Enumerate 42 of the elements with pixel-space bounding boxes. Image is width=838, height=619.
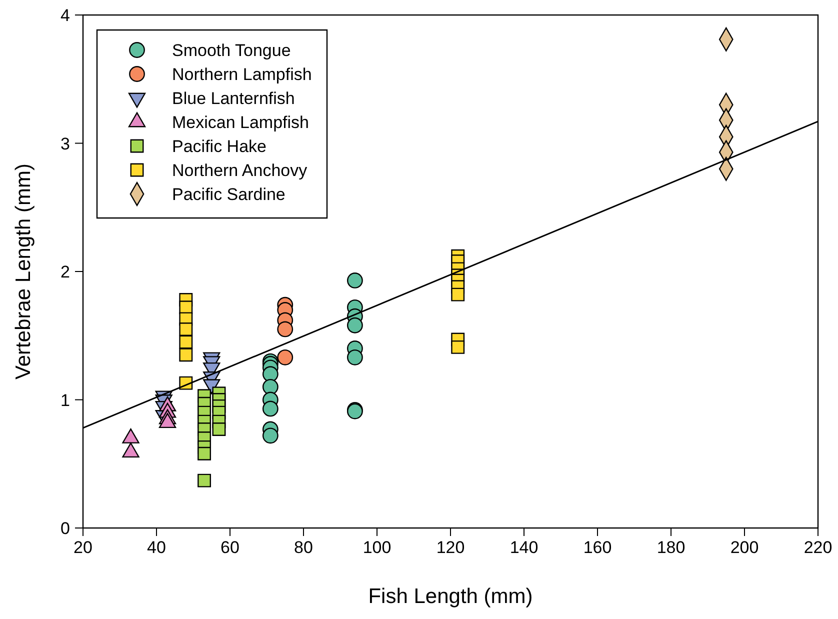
x-tick-label: 160 bbox=[583, 538, 612, 557]
y-tick-label: 4 bbox=[60, 6, 70, 25]
y-tick-label: 0 bbox=[60, 519, 70, 538]
x-tick-label: 200 bbox=[730, 538, 759, 557]
point bbox=[179, 348, 193, 362]
point bbox=[451, 340, 465, 354]
legend-label: Smooth Tongue bbox=[172, 41, 291, 60]
point bbox=[346, 317, 363, 334]
legend-label: Pacific Sardine bbox=[172, 185, 286, 204]
x-tick-label: 140 bbox=[510, 538, 538, 557]
legend-label: Northern Lampfish bbox=[172, 65, 312, 84]
legend-label: Mexican Lampfish bbox=[172, 113, 310, 132]
point bbox=[346, 272, 363, 288]
y-tick-label: 2 bbox=[60, 262, 70, 282]
point bbox=[262, 428, 278, 444]
point bbox=[198, 474, 211, 488]
point bbox=[277, 321, 294, 338]
point bbox=[179, 322, 193, 336]
x-tick-label: 220 bbox=[804, 538, 832, 557]
x-axis-title: Fish Length (mm) bbox=[368, 585, 533, 608]
y-tick-label: 3 bbox=[60, 134, 70, 154]
point bbox=[262, 366, 278, 382]
y-tick-label: 1 bbox=[60, 390, 70, 410]
point bbox=[346, 349, 363, 366]
point bbox=[179, 335, 193, 349]
x-tick-label: 100 bbox=[362, 538, 392, 557]
point bbox=[277, 349, 294, 366]
point bbox=[262, 400, 278, 417]
x-tick-label: 180 bbox=[656, 538, 686, 557]
point bbox=[198, 446, 211, 460]
x-tick-label: 20 bbox=[74, 538, 92, 557]
x-tick-label: 120 bbox=[436, 538, 465, 557]
legend-label: Pacific Hake bbox=[172, 137, 266, 156]
y-axis-title: Vertebrae Length (mm) bbox=[12, 164, 35, 380]
point bbox=[262, 378, 278, 395]
point bbox=[451, 288, 465, 302]
x-tick-label: 60 bbox=[220, 538, 240, 557]
legend-label: Northern Anchovy bbox=[172, 161, 308, 180]
x-tick-label: 80 bbox=[294, 538, 313, 557]
point bbox=[212, 422, 226, 436]
legend-label: Blue Lanternfish bbox=[172, 89, 295, 108]
x-tick-label: 40 bbox=[147, 538, 166, 557]
